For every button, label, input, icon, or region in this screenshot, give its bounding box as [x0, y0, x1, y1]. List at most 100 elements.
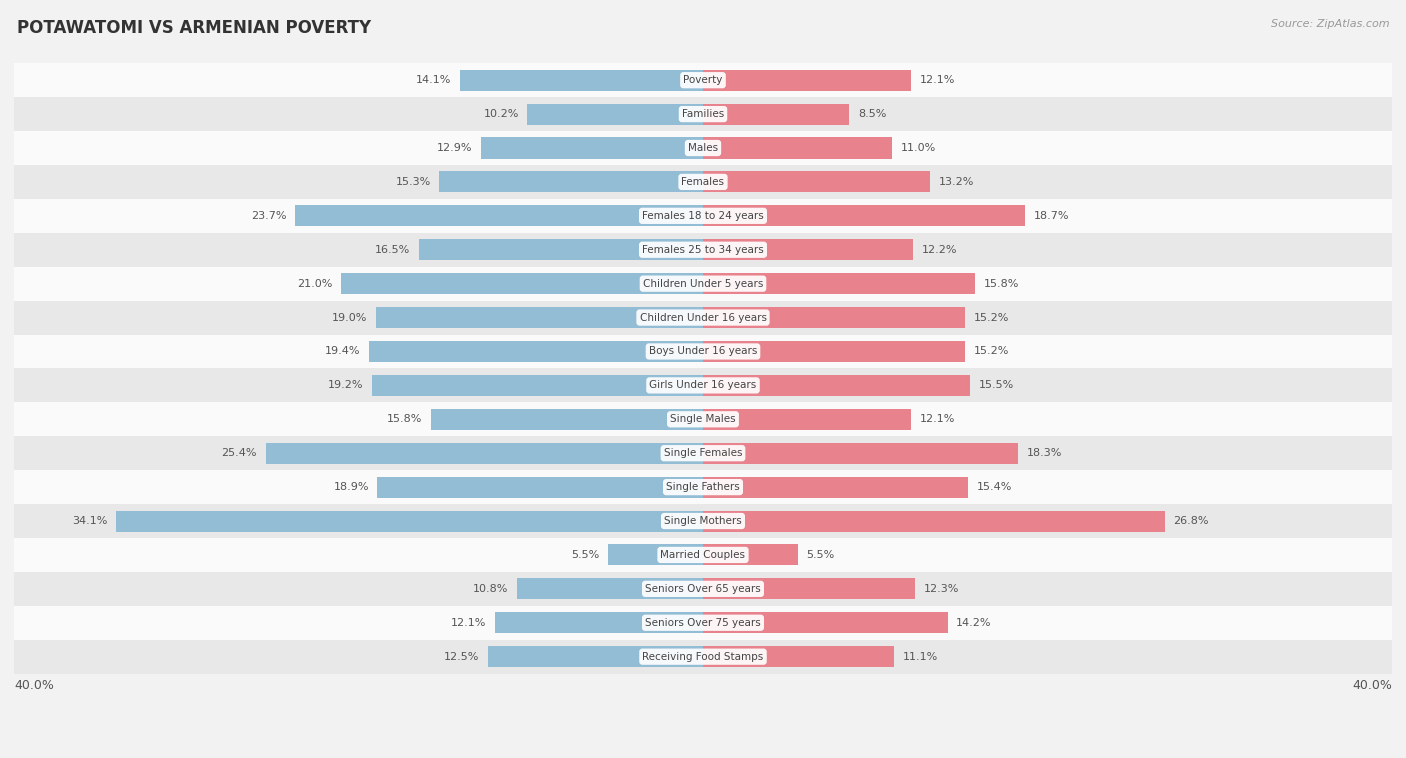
- Text: 26.8%: 26.8%: [1173, 516, 1209, 526]
- Bar: [14, 131, 1392, 165]
- Bar: [703, 137, 893, 158]
- Bar: [703, 409, 911, 430]
- Text: Seniors Over 65 years: Seniors Over 65 years: [645, 584, 761, 594]
- Bar: [460, 70, 703, 91]
- Bar: [14, 368, 1392, 402]
- Bar: [703, 341, 965, 362]
- Bar: [373, 375, 703, 396]
- Bar: [527, 104, 703, 124]
- Text: 5.5%: 5.5%: [571, 550, 599, 560]
- Bar: [14, 572, 1392, 606]
- Text: Females 18 to 24 years: Females 18 to 24 years: [643, 211, 763, 221]
- Text: Source: ZipAtlas.com: Source: ZipAtlas.com: [1271, 19, 1389, 29]
- Bar: [703, 375, 970, 396]
- Bar: [14, 606, 1392, 640]
- Bar: [115, 511, 703, 531]
- Bar: [14, 199, 1392, 233]
- Bar: [14, 233, 1392, 267]
- Text: 12.1%: 12.1%: [450, 618, 486, 628]
- Text: 14.1%: 14.1%: [416, 75, 451, 85]
- Text: Girls Under 16 years: Girls Under 16 years: [650, 381, 756, 390]
- Text: 12.1%: 12.1%: [920, 75, 956, 85]
- Bar: [703, 477, 969, 498]
- Text: Females 25 to 34 years: Females 25 to 34 years: [643, 245, 763, 255]
- Text: Single Females: Single Females: [664, 448, 742, 458]
- Text: 15.4%: 15.4%: [977, 482, 1012, 492]
- Text: 18.7%: 18.7%: [1033, 211, 1069, 221]
- Text: Boys Under 16 years: Boys Under 16 years: [648, 346, 758, 356]
- Bar: [295, 205, 703, 227]
- Text: 18.3%: 18.3%: [1026, 448, 1062, 458]
- Bar: [14, 334, 1392, 368]
- Text: Single Fathers: Single Fathers: [666, 482, 740, 492]
- Text: 15.5%: 15.5%: [979, 381, 1014, 390]
- Bar: [14, 97, 1392, 131]
- Text: Females: Females: [682, 177, 724, 187]
- Text: 11.0%: 11.0%: [901, 143, 936, 153]
- Bar: [14, 470, 1392, 504]
- Text: Seniors Over 75 years: Seniors Over 75 years: [645, 618, 761, 628]
- Text: 18.9%: 18.9%: [333, 482, 368, 492]
- Bar: [14, 504, 1392, 538]
- Bar: [703, 511, 1164, 531]
- Text: 34.1%: 34.1%: [72, 516, 107, 526]
- Bar: [703, 612, 948, 633]
- Bar: [481, 137, 703, 158]
- Bar: [419, 240, 703, 260]
- Bar: [342, 273, 703, 294]
- Bar: [14, 63, 1392, 97]
- Text: 11.1%: 11.1%: [903, 652, 938, 662]
- Bar: [266, 443, 703, 464]
- Bar: [14, 301, 1392, 334]
- Bar: [517, 578, 703, 600]
- Text: 19.0%: 19.0%: [332, 312, 367, 323]
- Bar: [703, 70, 911, 91]
- Text: 12.9%: 12.9%: [437, 143, 472, 153]
- Text: Children Under 16 years: Children Under 16 years: [640, 312, 766, 323]
- Bar: [703, 578, 915, 600]
- Text: 16.5%: 16.5%: [375, 245, 411, 255]
- Text: 12.2%: 12.2%: [922, 245, 957, 255]
- Bar: [440, 171, 703, 193]
- Text: 12.5%: 12.5%: [444, 652, 479, 662]
- Text: Families: Families: [682, 109, 724, 119]
- Text: 10.8%: 10.8%: [472, 584, 509, 594]
- Bar: [703, 273, 976, 294]
- Text: 13.2%: 13.2%: [939, 177, 974, 187]
- Bar: [377, 477, 703, 498]
- Bar: [495, 612, 703, 633]
- Text: Poverty: Poverty: [683, 75, 723, 85]
- Bar: [14, 165, 1392, 199]
- Text: Married Couples: Married Couples: [661, 550, 745, 560]
- Bar: [14, 640, 1392, 674]
- Text: 15.2%: 15.2%: [973, 346, 1008, 356]
- Text: 25.4%: 25.4%: [221, 448, 257, 458]
- Bar: [14, 402, 1392, 437]
- Bar: [14, 437, 1392, 470]
- Text: 5.5%: 5.5%: [807, 550, 835, 560]
- Text: POTAWATOMI VS ARMENIAN POVERTY: POTAWATOMI VS ARMENIAN POVERTY: [17, 19, 371, 37]
- Bar: [488, 646, 703, 667]
- Bar: [14, 267, 1392, 301]
- Text: 15.3%: 15.3%: [395, 177, 430, 187]
- Text: Single Mothers: Single Mothers: [664, 516, 742, 526]
- Bar: [703, 307, 965, 328]
- Bar: [703, 104, 849, 124]
- Bar: [430, 409, 703, 430]
- Bar: [14, 538, 1392, 572]
- Bar: [368, 341, 703, 362]
- Text: Single Males: Single Males: [671, 415, 735, 424]
- Bar: [703, 646, 894, 667]
- Text: 15.8%: 15.8%: [984, 279, 1019, 289]
- Bar: [375, 307, 703, 328]
- Text: 40.0%: 40.0%: [1353, 679, 1392, 692]
- Text: 8.5%: 8.5%: [858, 109, 886, 119]
- Text: Males: Males: [688, 143, 718, 153]
- Text: 10.2%: 10.2%: [484, 109, 519, 119]
- Bar: [703, 240, 912, 260]
- Bar: [703, 443, 1018, 464]
- Text: 21.0%: 21.0%: [297, 279, 333, 289]
- Text: 15.8%: 15.8%: [387, 415, 422, 424]
- Text: 40.0%: 40.0%: [14, 679, 53, 692]
- Bar: [703, 171, 931, 193]
